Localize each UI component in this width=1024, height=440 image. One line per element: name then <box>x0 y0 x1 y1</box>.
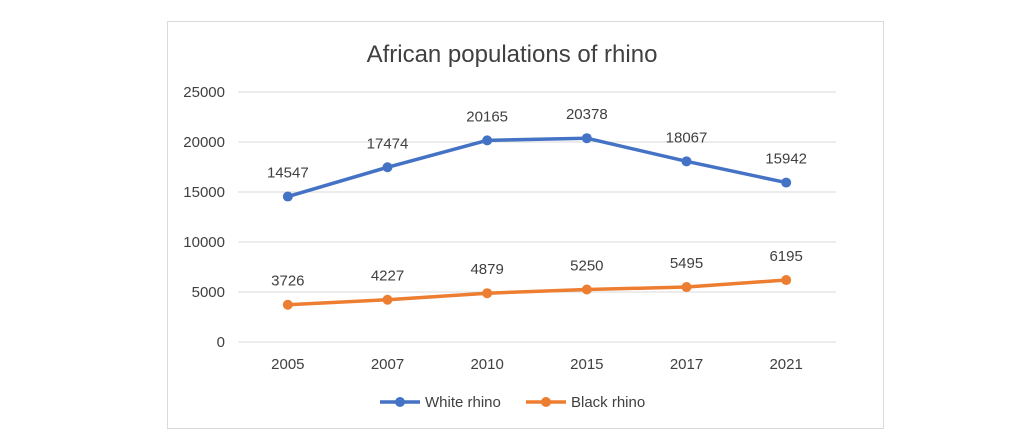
x-tick-label: 2015 <box>570 356 603 373</box>
white-rhino-point <box>581 133 592 144</box>
data-labels: 14547 17474 20165 20378 18067 15942 3726 4227 48… <box>267 106 807 290</box>
white-rhino-data-label: 18067 <box>666 129 708 146</box>
white-rhino-legend-label: White rhino <box>425 394 501 411</box>
black-rhino-data-label: 3726 <box>271 273 304 290</box>
black-rhino-line <box>286 278 788 307</box>
x-tick-label: 2010 <box>470 356 503 373</box>
white-rhino-data-label: 20378 <box>566 106 608 123</box>
x-tick-label: 2021 <box>769 356 802 373</box>
white-rhino-point <box>781 177 792 188</box>
white-rhino-data-label: 14547 <box>267 165 309 182</box>
x-tick-label: 2007 <box>371 356 404 373</box>
white-rhino-point <box>681 156 692 167</box>
black-rhino-point <box>681 282 692 293</box>
black-rhino-data-label: 4879 <box>470 261 503 278</box>
black-rhino-legend-marker <box>541 397 551 407</box>
y-axis-tick-labels: 0 5000 10000 15000 20000 25000 <box>183 84 225 351</box>
white-rhino-data-label: 17474 <box>367 135 409 152</box>
white-rhino-point <box>482 135 493 146</box>
white-rhino-data-label: 20165 <box>466 108 508 125</box>
x-tick-label: 2005 <box>271 356 304 373</box>
legend: White rhino Black rhino <box>380 394 645 411</box>
black-rhino-point <box>581 284 592 295</box>
black-rhino-point <box>781 275 792 286</box>
chart-title: African populations of rhino <box>367 41 658 68</box>
white-rhino-data-label: 15942 <box>765 151 807 168</box>
chart-frame: African populations of rhino 0 5000 10000 1… <box>167 21 884 429</box>
y-tick-label: 5000 <box>192 284 225 301</box>
series-lines <box>282 133 792 310</box>
black-rhino-legend-label: Black rhino <box>571 394 645 411</box>
y-tick-label: 0 <box>217 334 225 351</box>
y-tick-label: 15000 <box>183 184 225 201</box>
white-rhino-point <box>382 162 393 173</box>
black-rhino-point <box>482 288 493 299</box>
black-rhino-data-label: 5250 <box>570 258 603 275</box>
black-rhino-point <box>382 294 393 305</box>
x-axis-tick-labels: 2005 2007 2010 2015 2017 2021 <box>271 356 803 373</box>
white-rhino-legend-marker <box>395 397 405 407</box>
y-tick-label: 20000 <box>183 134 225 151</box>
x-tick-label: 2017 <box>670 356 703 373</box>
black-rhino-point <box>282 299 293 310</box>
black-rhino-data-label: 4227 <box>371 268 404 285</box>
white-rhino-point <box>282 191 293 202</box>
black-rhino-data-label: 6195 <box>769 248 802 265</box>
black-rhino-data-label: 5495 <box>670 255 703 272</box>
gridlines <box>238 91 836 343</box>
line-chart: African populations of rhino 0 5000 10000 1… <box>183 41 836 411</box>
y-tick-label: 25000 <box>183 84 225 101</box>
y-tick-label: 10000 <box>183 234 225 251</box>
white-rhino-line <box>286 136 788 199</box>
